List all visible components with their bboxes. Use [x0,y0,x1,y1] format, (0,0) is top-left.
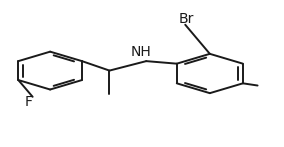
Text: NH: NH [131,45,152,59]
Text: Br: Br [179,12,194,26]
Text: F: F [24,95,32,109]
